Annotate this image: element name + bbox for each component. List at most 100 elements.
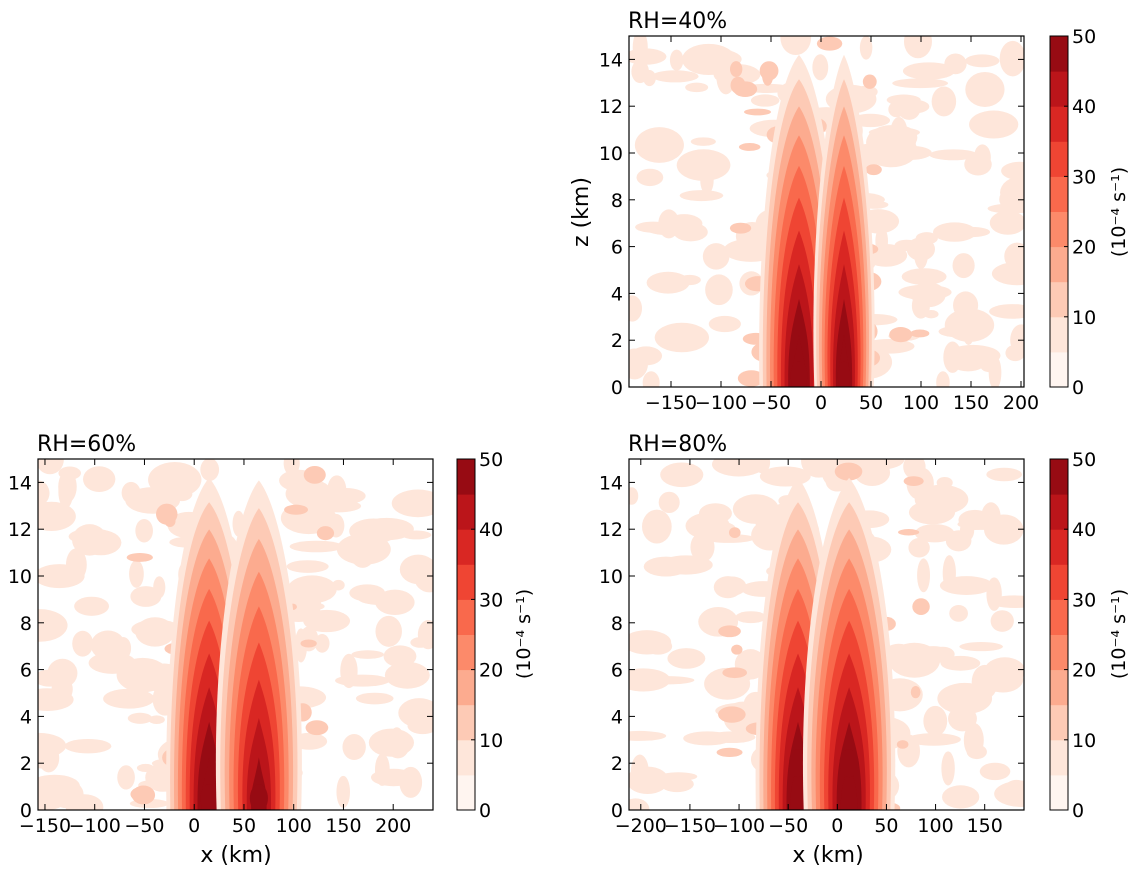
y-tick-label: 4 [611, 283, 623, 305]
background-patch [989, 304, 1024, 319]
background-patch [135, 518, 153, 543]
background-patch [399, 766, 423, 798]
background-patch [383, 645, 417, 668]
background-patch [643, 676, 695, 685]
background-patch [629, 295, 643, 322]
colorbar-frame [456, 458, 476, 811]
background-patch [131, 619, 182, 639]
contour-field-rh60 [38, 459, 433, 810]
y-tick-label: 6 [611, 660, 623, 682]
y-tick-label: 6 [611, 237, 623, 259]
colorbar-tick-label: 40 [1072, 519, 1096, 541]
background-patch [910, 685, 921, 699]
background-patch [64, 738, 112, 754]
background-patch [762, 64, 774, 86]
background-patch [399, 554, 433, 585]
background-patch [685, 82, 709, 93]
background-patch [898, 284, 952, 300]
colorbar-frame [1049, 458, 1069, 811]
x-tick-label: 100 [917, 815, 953, 837]
background-patch [737, 370, 765, 387]
colorbar-segment [1050, 71, 1068, 107]
x-tick-label: 0 [815, 392, 827, 414]
colorbar-rh60: 0 10 20 30 40 50 [456, 449, 503, 822]
colorbar-segment [1050, 316, 1068, 353]
colorbar-segment [1050, 529, 1068, 565]
y-tick-label: 4 [611, 706, 623, 728]
background-patch [642, 509, 672, 544]
colorbar-tick-label: 10 [1072, 730, 1096, 752]
y-tick-label: 4 [20, 706, 32, 728]
background-patch [690, 532, 715, 563]
background-patch [865, 164, 882, 176]
background-patch [753, 459, 771, 474]
background-patch [959, 641, 1003, 652]
background-patch [729, 222, 752, 234]
colorbar-segment [457, 669, 475, 706]
background-patch [391, 489, 433, 518]
contour-field-rh40 [629, 36, 1024, 387]
ticks-rh80: −200−150−100 −50 0 50 100 150 0 2 4 6 8 10 12 14 [599, 459, 1024, 837]
background-patch [651, 70, 699, 83]
background-patch [989, 210, 1024, 235]
vorticity-contour-band [840, 757, 858, 810]
colorbar-segment [457, 459, 475, 495]
background-patch [987, 203, 1024, 214]
background-patch [932, 222, 977, 242]
background-patch [65, 548, 87, 582]
background-patch [709, 731, 756, 744]
background-patch [969, 110, 1019, 139]
background-patch [941, 751, 955, 786]
background-patch [821, 459, 843, 486]
background-patch [899, 99, 930, 114]
background-patch [942, 785, 980, 809]
colorbar-segment [1050, 351, 1068, 388]
colorbar-segment [457, 739, 475, 776]
y-tick-label: 14 [599, 472, 623, 494]
background-patch [738, 143, 761, 151]
background-patch [284, 504, 309, 515]
colorbar-frame [1049, 35, 1069, 388]
y-tick-label: 8 [611, 613, 623, 635]
x-tick-label: 0 [188, 815, 200, 837]
background-patch [669, 49, 684, 71]
background-patch [944, 308, 995, 342]
background-patch [966, 744, 987, 760]
background-patch [897, 734, 921, 768]
background-patch [667, 648, 706, 669]
x-tick-label: 200 [1003, 392, 1039, 414]
panel-title-rh80: RH=80% [628, 432, 727, 457]
background-patch [283, 459, 300, 476]
background-patch [103, 688, 155, 709]
background-patch [629, 730, 667, 741]
background-patch [286, 560, 329, 573]
background-patch [351, 650, 384, 659]
background-patch [1005, 344, 1024, 362]
background-patch [936, 371, 950, 387]
background-patch [965, 54, 1000, 68]
x-tick-label: 0 [831, 815, 843, 837]
colorbar-segment [1050, 176, 1068, 212]
background-patch [679, 190, 724, 202]
x-tick-label: 150 [967, 815, 1003, 837]
background-patch [953, 291, 979, 320]
background-patch [631, 60, 649, 84]
background-patch [401, 530, 432, 540]
axes-box [37, 458, 434, 811]
background-patch [952, 253, 975, 279]
x-tick-label: −50 [768, 815, 808, 837]
background-patch [965, 71, 1005, 108]
background-patch [126, 552, 153, 562]
colorbar-tick-label: 30 [1072, 589, 1096, 611]
axes-rh80 [628, 458, 1025, 811]
x-tick-label: −100 [713, 815, 765, 837]
colorbar-rh40: 0 10 20 30 40 50 [1049, 26, 1096, 399]
y-axis-label-rh40: z (km) [569, 177, 594, 247]
background-patch [759, 466, 811, 487]
vorticity-core [839, 749, 859, 778]
x-tick-label: −100 [69, 815, 121, 837]
colorbar-segment [1050, 281, 1068, 318]
colorbar-tick-label: 0 [1072, 800, 1084, 822]
